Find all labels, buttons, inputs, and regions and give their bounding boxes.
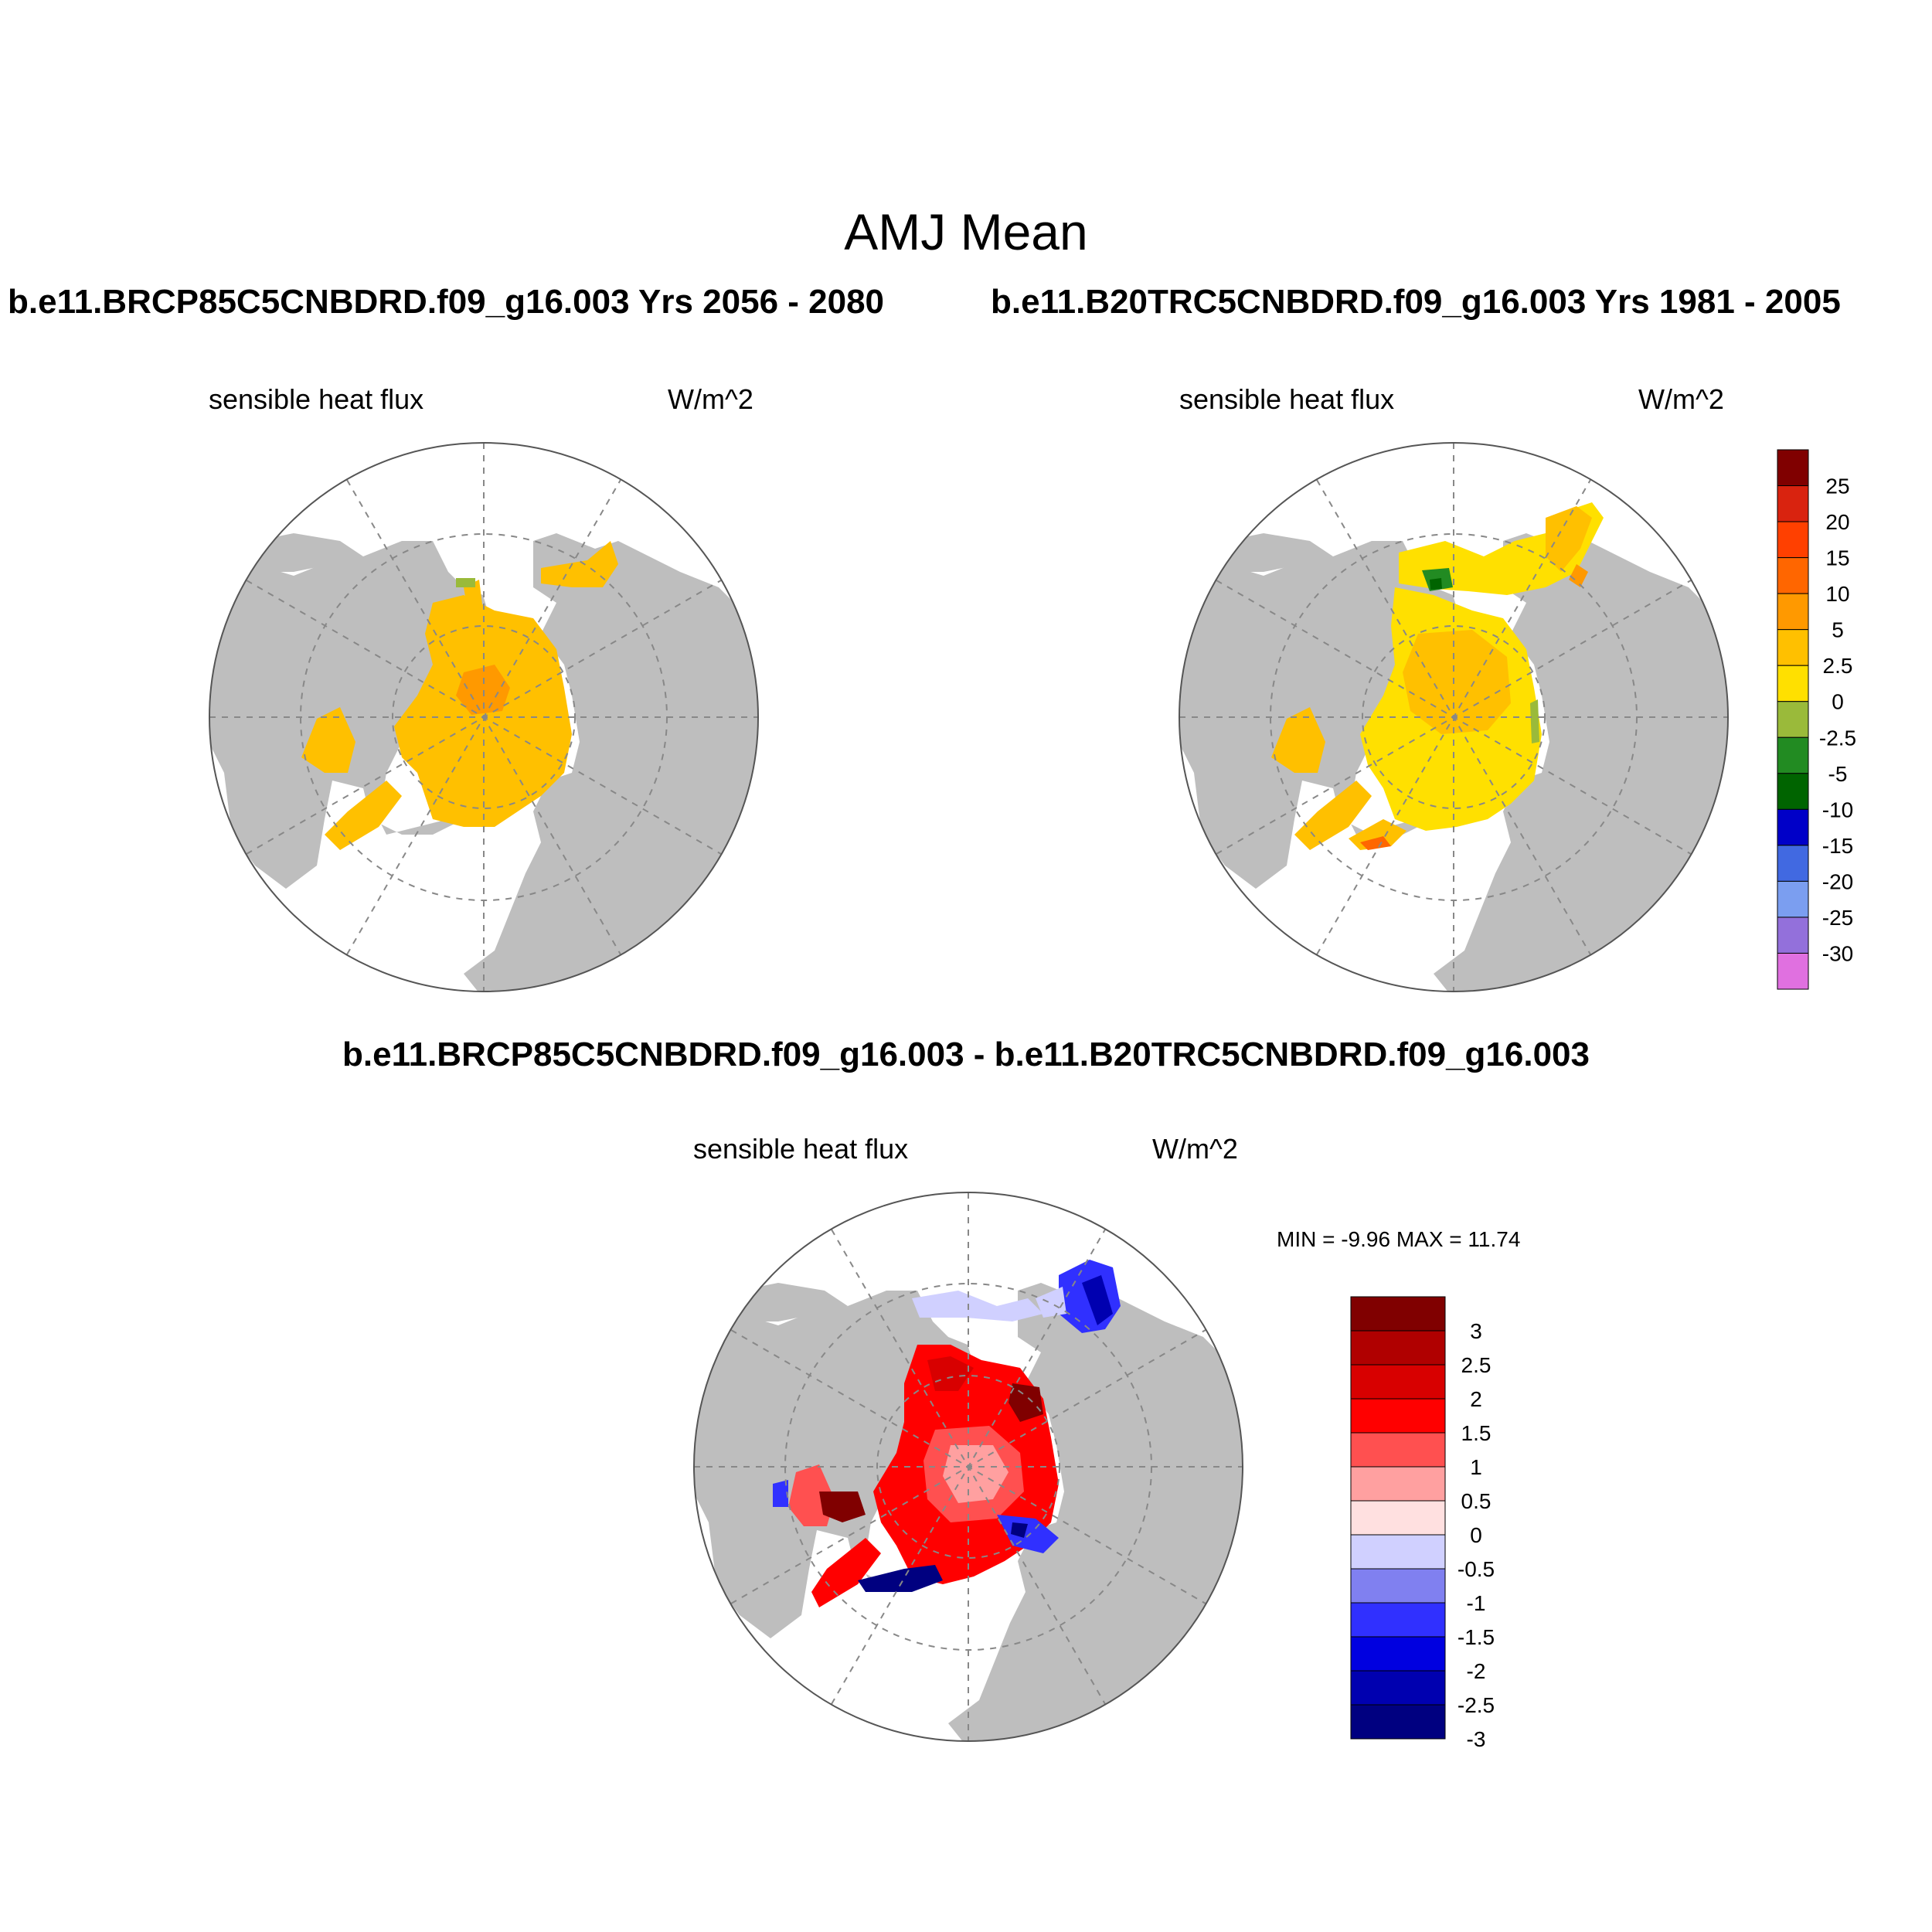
map-panel-difference [693, 1192, 1243, 1742]
colorbar-main-label: -2.5 [1819, 726, 1856, 750]
colorbar-diff-label: 1.5 [1461, 1421, 1492, 1445]
colorbar-diff-box [1350, 1602, 1446, 1638]
colorbar-main-box [1777, 701, 1809, 738]
colorbar-diff-box [1350, 1636, 1446, 1672]
colorbar-diff-label: 0 [1470, 1523, 1482, 1547]
map-panel-right [1179, 442, 1729, 992]
sensible-heat-flux-field-left [301, 541, 618, 850]
colorbar-main-box [1777, 629, 1809, 666]
colorbar-main-label: 2.5 [1823, 654, 1853, 678]
colorbar-main-box [1777, 808, 1809, 846]
colorbar-diff-label: 1 [1470, 1455, 1482, 1479]
colorbar-main-box [1777, 845, 1809, 882]
right-variable-label: sensible heat flux [1179, 383, 1395, 415]
graticule-difference [694, 1192, 1243, 1741]
colorbar-main-box [1777, 880, 1809, 918]
graticule-right [1179, 443, 1728, 992]
colorbar-diff-box [1350, 1296, 1446, 1332]
colorbar-main-box [1777, 557, 1809, 594]
colorbar-main-box [1777, 521, 1809, 559]
colorbar-main-label: 0 [1832, 690, 1844, 714]
colorbar-main-box [1777, 736, 1809, 774]
colorbar-diff-label: 2.5 [1461, 1353, 1492, 1377]
diff-min-max-label: MIN = -9.96 MAX = 11.74 [1277, 1227, 1521, 1251]
figure-title: AMJ Mean [844, 203, 1088, 260]
colorbar-main-label: -10 [1822, 798, 1853, 821]
difference-panel-title: b.e11.BRCP85C5CNBDRD.f09_g16.003 - b.e11… [342, 1036, 1590, 1073]
colorbar-diff-label: -2.5 [1458, 1693, 1495, 1717]
colorbar-diff-label: -0.5 [1458, 1557, 1495, 1581]
colorbar-main-label: -15 [1822, 834, 1853, 858]
colorbar-main-box [1777, 485, 1809, 522]
colorbar-diff-label: 2 [1470, 1387, 1482, 1411]
colorbar-diff-box [1350, 1568, 1446, 1604]
colorbar-main-box [1777, 917, 1809, 954]
colorbar-main-label: 5 [1832, 618, 1844, 642]
colorbar-main-label: 10 [1825, 582, 1849, 606]
map-panel-left [209, 442, 759, 992]
diff-variable-label: sensible heat flux [693, 1133, 909, 1165]
colorbar-main: 25 20 15 10 5 2.5 0 -2.5 -5 -10 -15 -20 -25 -30 [1777, 449, 1856, 990]
colorbar-main-box [1777, 952, 1809, 990]
panel-left-title: b.e11.BRCP85C5CNBDRD.f09_g16.003 Yrs 205… [8, 283, 885, 321]
graticule-left [209, 443, 758, 992]
colorbar-main-box [1777, 773, 1809, 810]
diff-units-label: W/m^2 [1152, 1133, 1238, 1165]
left-units-label: W/m^2 [668, 383, 753, 415]
colorbar-diff-label: 0.5 [1461, 1489, 1492, 1513]
sensible-heat-flux-field-right [1271, 502, 1604, 850]
panel-right-title: b.e11.B20TRC5CNBDRD.f09_g16.003 Yrs 1981… [991, 283, 1841, 321]
land-masses-difference [694, 1283, 1243, 1741]
colorbar-diff-label: -1 [1467, 1591, 1486, 1615]
left-variable-label: sensible heat flux [209, 383, 424, 415]
colorbar-diff-box [1350, 1364, 1446, 1400]
colorbar-main-box [1777, 449, 1809, 487]
colorbar-diff-label: -1.5 [1458, 1625, 1495, 1649]
colorbar-diff-label: -2 [1467, 1659, 1486, 1683]
land-masses-right [1179, 533, 1728, 992]
colorbar-main-box [1777, 665, 1809, 702]
colorbar-main-label: 20 [1825, 510, 1849, 534]
colorbar-difference: 3 2.5 2 1.5 1 0.5 0 -0.5 -1 -1.5 -2 -2.5 -3 [1350, 1296, 1495, 1751]
colorbar-diff-box [1350, 1398, 1446, 1434]
land-masses-left [209, 533, 758, 992]
colorbar-diff-label: -3 [1467, 1727, 1486, 1751]
colorbar-diff-box [1350, 1500, 1446, 1536]
right-units-label: W/m^2 [1638, 383, 1724, 415]
colorbar-diff-box [1350, 1432, 1446, 1468]
colorbar-main-label: -20 [1822, 869, 1853, 893]
colorbar-main-label: 15 [1825, 546, 1849, 570]
colorbar-main-label: -30 [1822, 941, 1853, 965]
colorbar-diff-box [1350, 1330, 1446, 1366]
colorbar-main-label: -25 [1822, 906, 1853, 930]
colorbar-main-label: 25 [1825, 474, 1849, 498]
colorbar-diff-label: 3 [1470, 1319, 1482, 1343]
colorbar-diff-box [1350, 1670, 1446, 1706]
colorbar-diff-box [1350, 1466, 1446, 1502]
colorbar-main-box [1777, 593, 1809, 631]
colorbar-main-label: -5 [1828, 762, 1848, 786]
colorbar-diff-box [1350, 1704, 1446, 1740]
colorbar-diff-box [1350, 1534, 1446, 1570]
difference-field [773, 1260, 1121, 1607]
